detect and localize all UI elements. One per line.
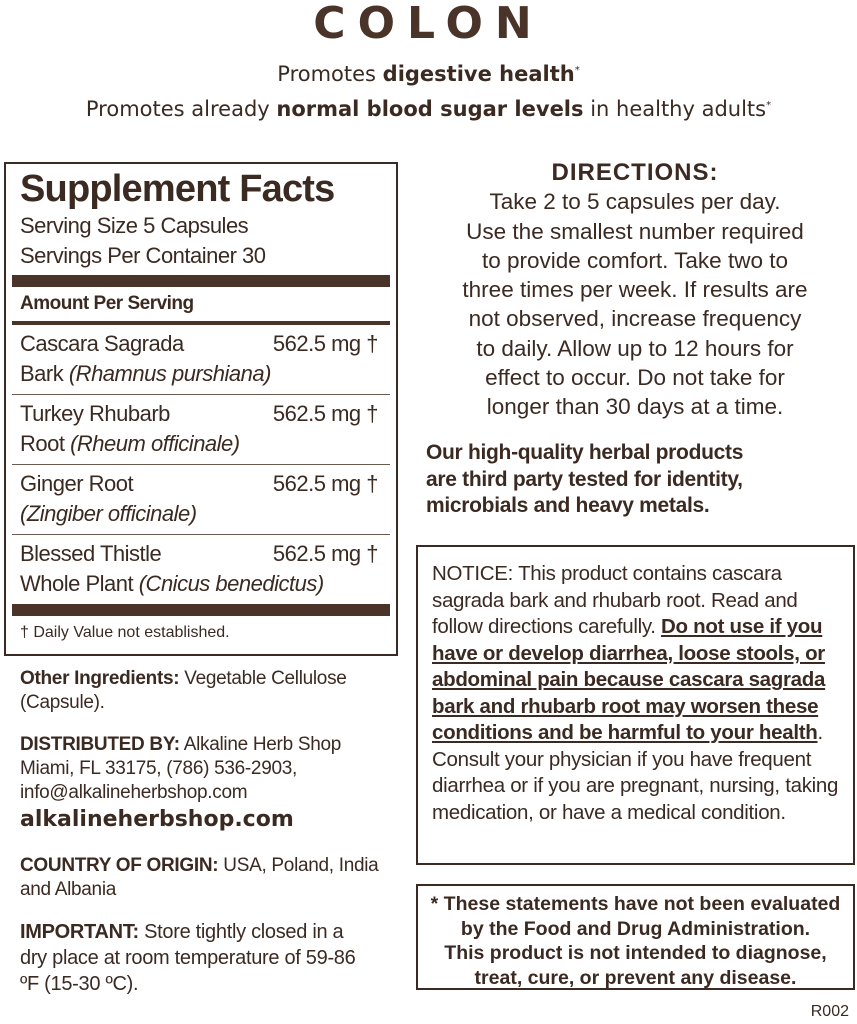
label: DISTRIBUTED BY: (20, 734, 180, 755)
ingredient-latin: (Rhamnus purshiana) (68, 361, 272, 386)
ingredient-amount: 562.5 mg † (272, 541, 379, 566)
directions-heading: DIRECTIONS: (551, 159, 719, 186)
divider-thin (12, 464, 390, 465)
product-title: COLON (313, 0, 544, 49)
label-code: R002 (810, 1003, 849, 1020)
directions: DIRECTIONS: Take 2 to 5 capsules per day… (420, 158, 850, 422)
divider-thin (12, 394, 390, 395)
distributor-email: info@alkalineherbshop.com (20, 782, 248, 803)
quality-line: Our high-quality herbal products (426, 441, 744, 464)
ingredient-detail: Root (Rheum officinale) (20, 431, 240, 457)
servings-per-container: Servings Per Container 30 (20, 243, 266, 268)
divider-thick (12, 275, 390, 287)
label: COUNTRY OF ORIGIN: (20, 855, 219, 876)
claim-blood-sugar: Promotes already normal blood sugar leve… (0, 97, 857, 121)
quality-statement: Our high-quality herbal products are thi… (426, 440, 846, 520)
claim-asterisk: * (766, 100, 772, 111)
amount-per-serving: Amount Per Serving (20, 293, 194, 314)
ingredient-detail: Whole Plant (Cnicus benedictus) (20, 571, 324, 597)
directions-line: Use the smallest number required (466, 218, 804, 244)
distributor: DISTRIBUTED BY: Alkaline Herb Shop Miami,… (20, 733, 390, 805)
ingredient-row: Turkey Rhubarb 562.5 mg † Root (Rheum of… (6, 395, 396, 464)
ingredient-latin: (Zingiber officinale) (20, 501, 197, 526)
fda-line: by the Food and Drug Administration. (460, 917, 811, 940)
directions-line: to daily. Allow up to 12 hours for (476, 335, 794, 361)
supplement-facts-panel: Supplement Facts Serving Size 5 Capsules… (4, 162, 398, 656)
ingredient-part: Bark (20, 361, 69, 386)
label: Other Ingredients: (20, 668, 180, 689)
storage-important: IMPORTANT: Store tightly closed in a dry… (20, 919, 370, 997)
ingredient-detail: (Zingiber officinale) (20, 501, 197, 527)
divider-medium (12, 321, 390, 325)
notice-warning: Do not use if you have or develop diarrh… (432, 615, 826, 744)
ingredient-name: Blessed Thistle (20, 541, 162, 566)
directions-line: not observed, increase frequency (468, 306, 802, 332)
notice-box: NOTICE: This product contains cascara sa… (416, 545, 855, 865)
ingredient-name: Ginger Root (20, 471, 134, 496)
ingredient-latin: (Rheum officinale) (70, 431, 240, 456)
supplement-facts-heading: Supplement Facts (20, 168, 335, 210)
ingredient-detail: Bark (Rhamnus purshiana) (20, 361, 271, 387)
ingredient-part: Whole Plant (20, 571, 139, 596)
claim-text: in healthy adults (583, 97, 767, 121)
website: alkalineherbshop.com (20, 807, 294, 832)
daily-value-footnote: † Daily Value not established. (20, 624, 230, 641)
notice-text: NOTICE: This product contains cascara sa… (432, 562, 798, 638)
quality-line: microbials and heavy metals. (426, 494, 710, 517)
directions-line: longer than 30 days at a time. (486, 394, 784, 420)
ingredient-amount: 562.5 mg † (272, 401, 379, 426)
distributor-name: Alkaline Herb Shop (179, 734, 342, 755)
fda-line: treat, cure, or prevent any disease. (474, 966, 797, 989)
distributor-address: Miami, FL 33175, (786) 536-2903, (20, 758, 297, 779)
fda-disclaimer: * These statements have not been evaluat… (416, 884, 855, 990)
ingredient-amount: 562.5 mg † (272, 471, 379, 496)
directions-line: Take 2 to 5 capsules per day. (489, 189, 781, 215)
claim-text: Promotes (277, 62, 383, 86)
ingredient-amount: 562.5 mg † (272, 331, 379, 356)
value: Store tightly closed in a dry place at r… (20, 921, 356, 995)
ingredient-name: Turkey Rhubarb (20, 401, 170, 426)
ingredient-latin: (Cnicus benedictus) (138, 571, 324, 596)
ingredient-name: Cascara Sagrada (20, 331, 184, 356)
fda-line: This product is not intended to diagnose… (444, 942, 827, 964)
ingredient-part: Root (20, 431, 71, 456)
claim-asterisk: * (574, 65, 580, 76)
divider-thick (12, 604, 390, 616)
fda-line: * These statements have not been evaluat… (430, 893, 841, 915)
notice-text: . Consult your physician if you have fre… (432, 721, 839, 824)
claim-text: Promotes already (85, 97, 277, 121)
ingredient-row: Blessed Thistle 562.5 mg † Whole Plant (… (6, 535, 396, 604)
other-ingredients: Other Ingredients: Vegetable Cellulose (… (20, 667, 390, 715)
quality-line: are third party tested for identity, (426, 467, 743, 491)
serving-size: Serving Size 5 Capsules (20, 213, 249, 238)
ingredient-row: Cascara Sagrada 562.5 mg † Bark (Rhamnus… (6, 325, 396, 394)
claim-bold: normal blood sugar levels (276, 97, 584, 121)
directions-line: to provide comfort. Take two to (482, 247, 788, 273)
ingredient-row: Ginger Root 562.5 mg † (Zingiber officin… (6, 465, 396, 534)
country-of-origin: COUNTRY OF ORIGIN: USA, Poland, India an… (20, 854, 380, 902)
value: USA, Poland, India and Albania (20, 855, 379, 900)
value: Vegetable Cellulose (Capsule). (20, 668, 347, 713)
label: IMPORTANT: (20, 921, 139, 943)
directions-line: effect to occur. Do not take for (485, 365, 785, 391)
directions-line: three times per week. If results are (462, 277, 808, 303)
claim-digestive: Promotes digestive health* (0, 62, 857, 86)
claim-bold: digestive health (382, 62, 575, 86)
divider-thin (12, 534, 390, 535)
